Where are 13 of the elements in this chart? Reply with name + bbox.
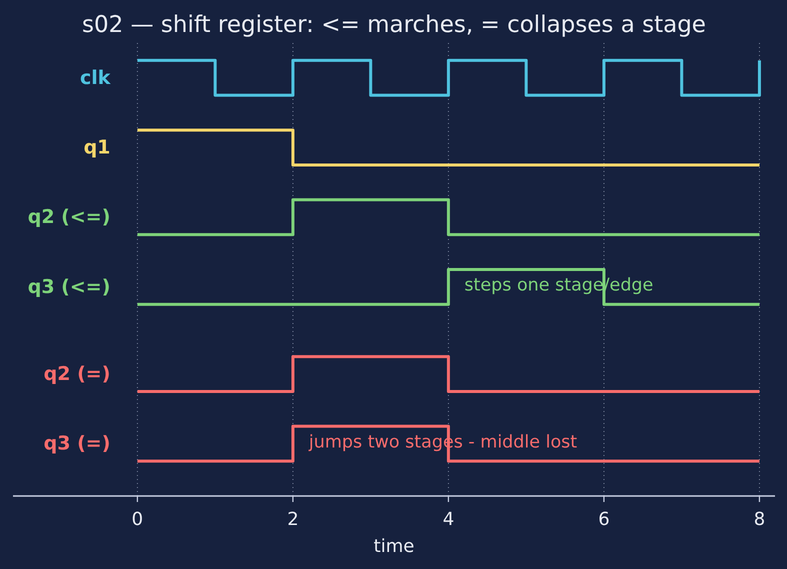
x-tick-label: 4 — [442, 508, 454, 530]
x-axis-title: time — [374, 536, 414, 557]
x-tick-label: 2 — [287, 508, 299, 530]
series-label: q3 (=) — [44, 432, 110, 455]
chart-title: s02 — shift register: <= marches, = collapses a stage — [82, 12, 706, 38]
series-label: q2 (=) — [44, 363, 110, 386]
x-tick-label: 8 — [754, 508, 766, 530]
series-label: clk — [80, 66, 111, 89]
series-label: q3 (<=) — [28, 276, 110, 298]
series-label: q2 (<=) — [28, 206, 110, 228]
x-tick-label: 6 — [598, 508, 610, 530]
x-tick-label: 0 — [132, 508, 144, 530]
series-label: q1 — [84, 136, 110, 159]
